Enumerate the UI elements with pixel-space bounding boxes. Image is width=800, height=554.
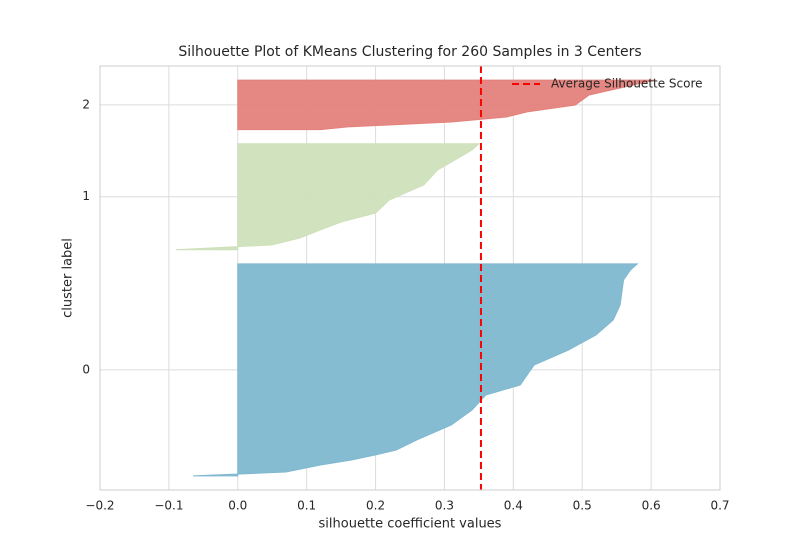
y-axis-label: cluster label <box>61 238 76 318</box>
silhouette-area <box>175 143 481 251</box>
y-tick-label: 2 <box>82 97 90 111</box>
x-tick-label: 0.6 <box>642 499 661 513</box>
x-tick-label: 0.3 <box>435 499 454 513</box>
plot-border <box>99 65 721 491</box>
x-tick-label: 0.5 <box>573 499 592 513</box>
chart-title: Silhouette Plot of KMeans Clustering for… <box>178 44 641 60</box>
y-tick-label: 1 <box>82 189 90 203</box>
x-axis-label: silhouette coefficient values <box>319 517 502 532</box>
x-tick-label: 0.7 <box>710 499 729 513</box>
x-tick-label: 0.2 <box>366 499 385 513</box>
x-tick-label: 0.0 <box>228 499 247 513</box>
x-tick-label: −0.2 <box>85 499 114 513</box>
x-tick-label: 0.4 <box>504 499 523 513</box>
x-tick-label: 0.1 <box>297 499 316 513</box>
x-tick-label: −0.1 <box>154 499 183 513</box>
y-tick-label: 0 <box>82 362 90 376</box>
silhouette-area <box>192 263 639 477</box>
legend-label: Average Silhouette Score <box>551 77 703 91</box>
silhouette-area <box>237 79 655 131</box>
